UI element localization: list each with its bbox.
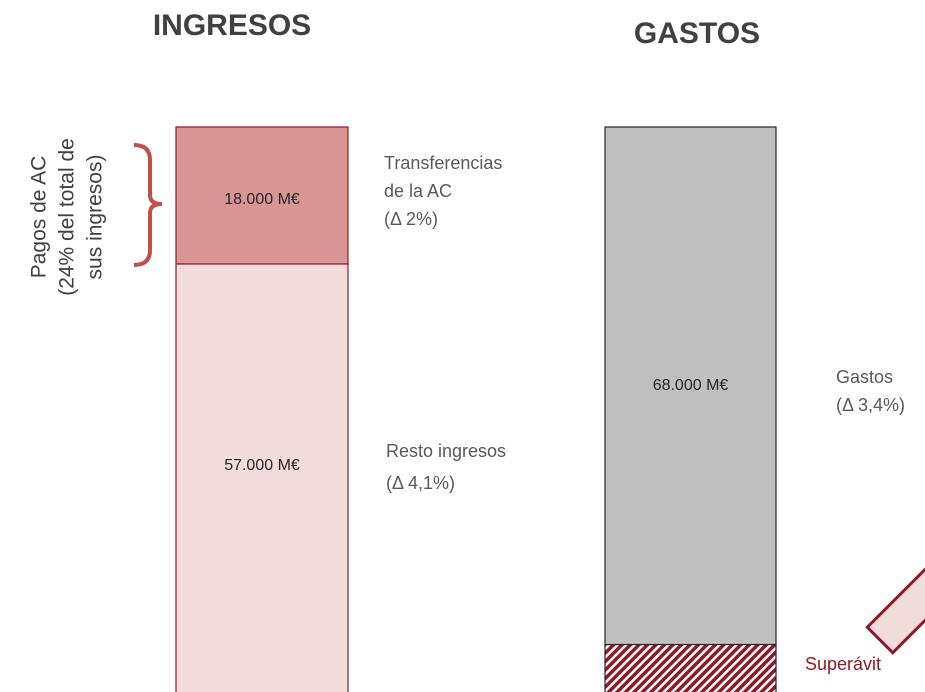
- bracket: [133, 143, 163, 267]
- bracket-note: Pagos de AC (24% del total de sus ingresos…: [28, 138, 107, 296]
- value-label: 18.000 M€: [224, 191, 300, 208]
- bar-segment: [604, 643, 777, 692]
- note-line: Pagos de AC: [28, 156, 51, 279]
- segment-label: (Δ 2%): [384, 209, 438, 229]
- note-line: sus ingresos): [84, 155, 107, 280]
- segment-label: (Δ 3,4%): [836, 395, 905, 415]
- segment-label: (Δ 4,1%): [386, 473, 455, 493]
- value-label: 68.000 M€: [653, 377, 729, 394]
- value-label: 57.000 M€: [224, 457, 300, 474]
- segment-label: de la AC: [384, 181, 452, 201]
- note-line: (24% del total de: [56, 138, 79, 296]
- bar-segment: [604, 126, 777, 646]
- arrow-shape: [865, 561, 925, 655]
- segment-label: Resto ingresos: [386, 441, 506, 461]
- segment-label: Transferencias: [384, 153, 502, 173]
- column-title: GASTOS: [634, 17, 760, 50]
- segment-label: Gastos: [836, 367, 893, 387]
- bar-segment: [175, 126, 349, 265]
- column-title: INGRESOS: [153, 9, 311, 42]
- segment-label: Superávit: [805, 654, 881, 674]
- bar-segment: [175, 263, 349, 692]
